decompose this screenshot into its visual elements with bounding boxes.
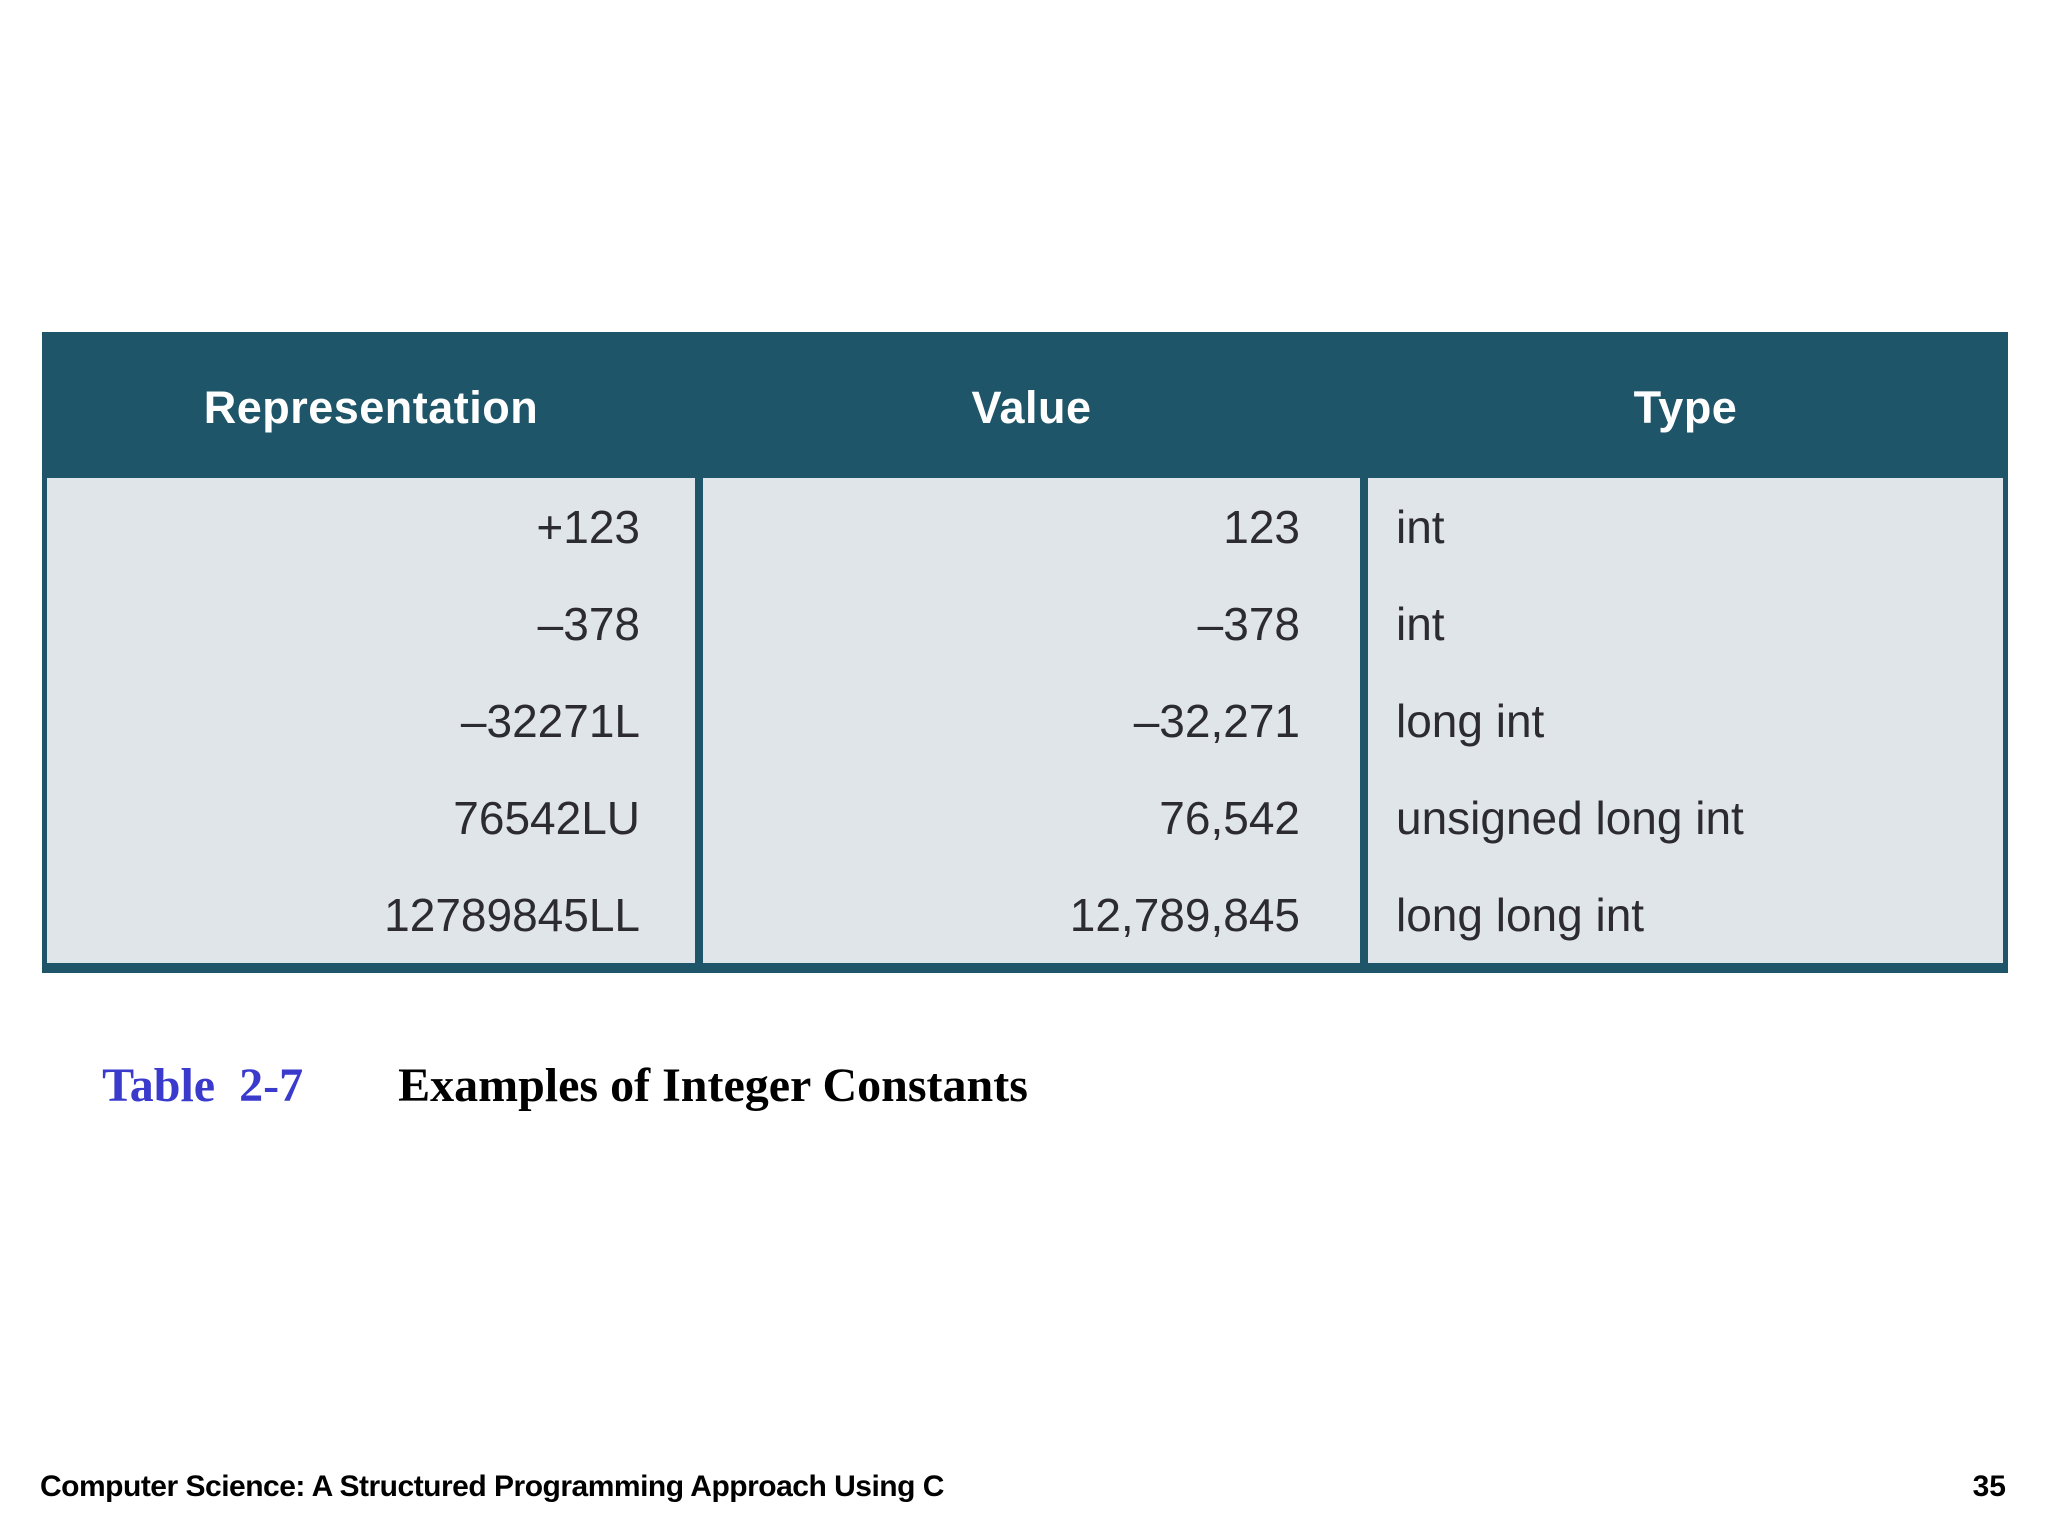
cell-representation: 12789845LL [384, 888, 640, 941]
cell-type: int [1396, 597, 1445, 650]
column-divider [1360, 866, 1368, 963]
column-divider [695, 672, 703, 769]
table-row: 12789845LL 12,789,845 long long int [47, 866, 2003, 963]
cell-representation: –378 [537, 597, 640, 650]
table-row: +123 123 int [47, 478, 2003, 575]
column-divider [695, 866, 703, 963]
table-body: +123 123 int –378 –378 int –32271L –32,2… [47, 478, 2003, 963]
cell-representation: +123 [536, 500, 640, 553]
table-row: 76542LU 76,542 unsigned long int [47, 769, 2003, 866]
cell-representation: 76542LU [453, 791, 640, 844]
footer-book-title: Computer Science: A Structured Programmi… [40, 1470, 944, 1503]
column-divider [695, 769, 703, 866]
table-row: –378 –378 int [47, 575, 2003, 672]
column-divider [1360, 575, 1368, 672]
column-header-representation: Representation [203, 381, 539, 433]
column-divider [1360, 769, 1368, 866]
cell-value: 123 [1223, 500, 1300, 553]
table-header-row: Representation Value Type [47, 337, 2003, 478]
cell-representation: –32271L [460, 694, 640, 747]
cell-type: int [1396, 500, 1445, 553]
cell-value: 12,789,845 [1069, 888, 1300, 941]
table-row: –32271L –32,271 long int [47, 672, 2003, 769]
table-caption-title: Examples of Integer Constants [398, 1059, 1028, 1112]
column-divider [695, 575, 703, 672]
column-divider [695, 478, 703, 575]
column-header-value: Value [971, 381, 1092, 433]
footer-page-number: 35 [1972, 1470, 2006, 1503]
table-caption: Table 2-7 Examples of Integer Constants [55, 1003, 1028, 1168]
cell-value: –32,271 [1133, 694, 1300, 747]
table-caption-number: Table 2-7 [102, 1059, 304, 1112]
cell-type: long int [1396, 694, 1545, 747]
cell-value: –378 [1197, 597, 1300, 650]
column-divider [1360, 478, 1368, 575]
column-header-type: Type [1633, 381, 1738, 433]
integer-constants-table: Representation Value Type +123 123 int –… [42, 332, 2008, 973]
cell-type: long long int [1396, 888, 1645, 941]
column-divider [1360, 672, 1368, 769]
cell-type: unsigned long int [1396, 791, 1744, 844]
cell-value: 76,542 [1159, 791, 1300, 844]
